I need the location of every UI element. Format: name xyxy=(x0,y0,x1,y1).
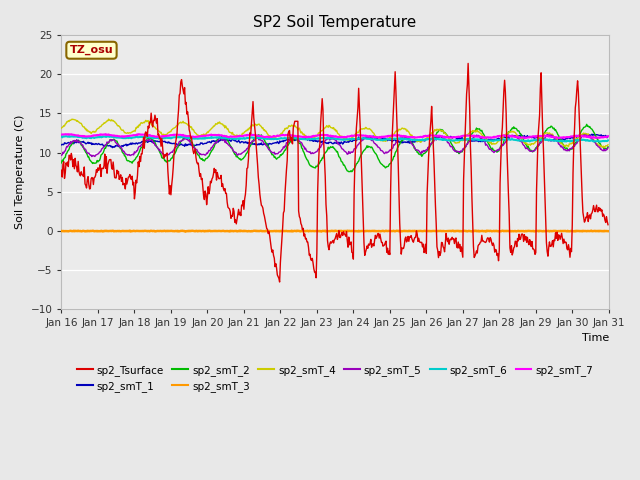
sp2_Tsurface xyxy=(604,222,612,228)
sp2_smT_3 xyxy=(403,228,410,234)
sp2_Tsurface xyxy=(276,279,284,285)
sp2_Tsurface xyxy=(418,240,426,245)
sp2_smT_3 xyxy=(419,228,426,234)
sp2_smT_6 xyxy=(418,137,426,143)
Y-axis label: Soil Temperature (C): Soil Temperature (C) xyxy=(15,115,25,229)
sp2_Tsurface xyxy=(67,151,75,156)
sp2_smT_3 xyxy=(604,228,612,234)
Title: SP2 Soil Temperature: SP2 Soil Temperature xyxy=(253,15,417,30)
sp2_smT_2 xyxy=(348,169,356,175)
sp2_smT_7 xyxy=(555,135,563,141)
Line: sp2_smT_3: sp2_smT_3 xyxy=(61,230,608,232)
Legend: sp2_Tsurface, sp2_smT_1, sp2_smT_2, sp2_smT_3, sp2_smT_4, sp2_smT_5, sp2_smT_6, : sp2_Tsurface, sp2_smT_1, sp2_smT_2, sp2_… xyxy=(73,360,598,396)
sp2_smT_1 xyxy=(402,140,410,145)
sp2_smT_5 xyxy=(88,154,96,159)
sp2_smT_6 xyxy=(68,133,76,139)
sp2_smT_3 xyxy=(210,228,218,234)
sp2_smT_7 xyxy=(209,132,216,138)
sp2_smT_3 xyxy=(182,229,189,235)
sp2_smT_4 xyxy=(418,138,426,144)
sp2_Tsurface xyxy=(58,168,65,173)
sp2_smT_5 xyxy=(543,132,551,137)
sp2_smT_5 xyxy=(58,152,65,158)
sp2_smT_2 xyxy=(67,142,75,148)
Text: TZ_osu: TZ_osu xyxy=(70,45,113,55)
sp2_smT_7 xyxy=(402,133,410,139)
Line: sp2_smT_7: sp2_smT_7 xyxy=(61,134,608,138)
sp2_smT_4 xyxy=(58,125,65,131)
sp2_smT_3 xyxy=(67,228,75,234)
Line: sp2_smT_6: sp2_smT_6 xyxy=(61,136,608,142)
sp2_smT_3 xyxy=(126,228,134,233)
sp2_smT_1 xyxy=(67,140,75,145)
sp2_smT_7 xyxy=(180,133,188,139)
sp2_smT_1 xyxy=(591,132,598,137)
sp2_smT_4 xyxy=(68,116,76,122)
sp2_smT_5 xyxy=(125,152,132,158)
sp2_smT_2 xyxy=(58,160,65,166)
sp2_smT_5 xyxy=(67,141,75,146)
sp2_smT_2 xyxy=(402,135,410,141)
sp2_smT_6 xyxy=(58,133,65,139)
sp2_smT_6 xyxy=(209,134,216,140)
sp2_smT_5 xyxy=(180,137,188,143)
sp2_smT_6 xyxy=(125,135,132,141)
X-axis label: Time: Time xyxy=(582,334,609,343)
sp2_smT_1 xyxy=(109,145,116,151)
sp2_smT_5 xyxy=(209,144,216,149)
sp2_smT_7 xyxy=(125,133,132,139)
sp2_smT_3 xyxy=(180,228,188,234)
sp2_smT_4 xyxy=(180,120,188,126)
sp2_smT_7 xyxy=(67,132,75,137)
sp2_smT_6 xyxy=(65,133,73,139)
Line: sp2_Tsurface: sp2_Tsurface xyxy=(61,63,608,282)
sp2_smT_1 xyxy=(418,138,426,144)
sp2_smT_5 xyxy=(418,148,426,154)
sp2_smT_6 xyxy=(604,138,612,144)
sp2_Tsurface xyxy=(124,178,131,183)
sp2_smT_2 xyxy=(179,136,187,142)
sp2_smT_5 xyxy=(604,145,612,151)
sp2_smT_4 xyxy=(402,126,410,132)
sp2_smT_6 xyxy=(402,136,410,142)
sp2_smT_2 xyxy=(583,121,591,127)
sp2_smT_7 xyxy=(102,131,109,137)
sp2_smT_1 xyxy=(125,142,132,148)
Line: sp2_smT_1: sp2_smT_1 xyxy=(61,134,608,148)
sp2_smT_1 xyxy=(209,139,216,144)
sp2_Tsurface xyxy=(464,60,472,66)
sp2_smT_7 xyxy=(604,133,612,139)
Line: sp2_smT_4: sp2_smT_4 xyxy=(61,119,608,147)
sp2_smT_1 xyxy=(180,142,188,148)
sp2_smT_2 xyxy=(604,144,612,150)
sp2_Tsurface xyxy=(179,87,187,93)
Line: sp2_smT_5: sp2_smT_5 xyxy=(61,134,608,156)
sp2_smT_4 xyxy=(67,117,75,122)
sp2_smT_1 xyxy=(604,133,612,139)
Line: sp2_smT_2: sp2_smT_2 xyxy=(61,124,608,172)
sp2_smT_4 xyxy=(604,142,612,148)
sp2_smT_7 xyxy=(58,132,65,137)
sp2_smT_2 xyxy=(124,158,131,164)
sp2_smT_4 xyxy=(599,144,607,150)
sp2_smT_6 xyxy=(180,134,188,140)
sp2_Tsurface xyxy=(402,234,410,240)
sp2_smT_4 xyxy=(125,131,132,136)
sp2_smT_5 xyxy=(402,133,410,139)
sp2_smT_3 xyxy=(58,228,65,234)
sp2_Tsurface xyxy=(208,176,216,182)
sp2_smT_4 xyxy=(209,125,216,131)
sp2_smT_6 xyxy=(566,139,574,144)
sp2_smT_3 xyxy=(124,228,131,234)
sp2_smT_2 xyxy=(208,147,216,153)
sp2_smT_1 xyxy=(58,142,65,148)
sp2_smT_2 xyxy=(418,154,426,159)
sp2_smT_7 xyxy=(418,134,426,140)
